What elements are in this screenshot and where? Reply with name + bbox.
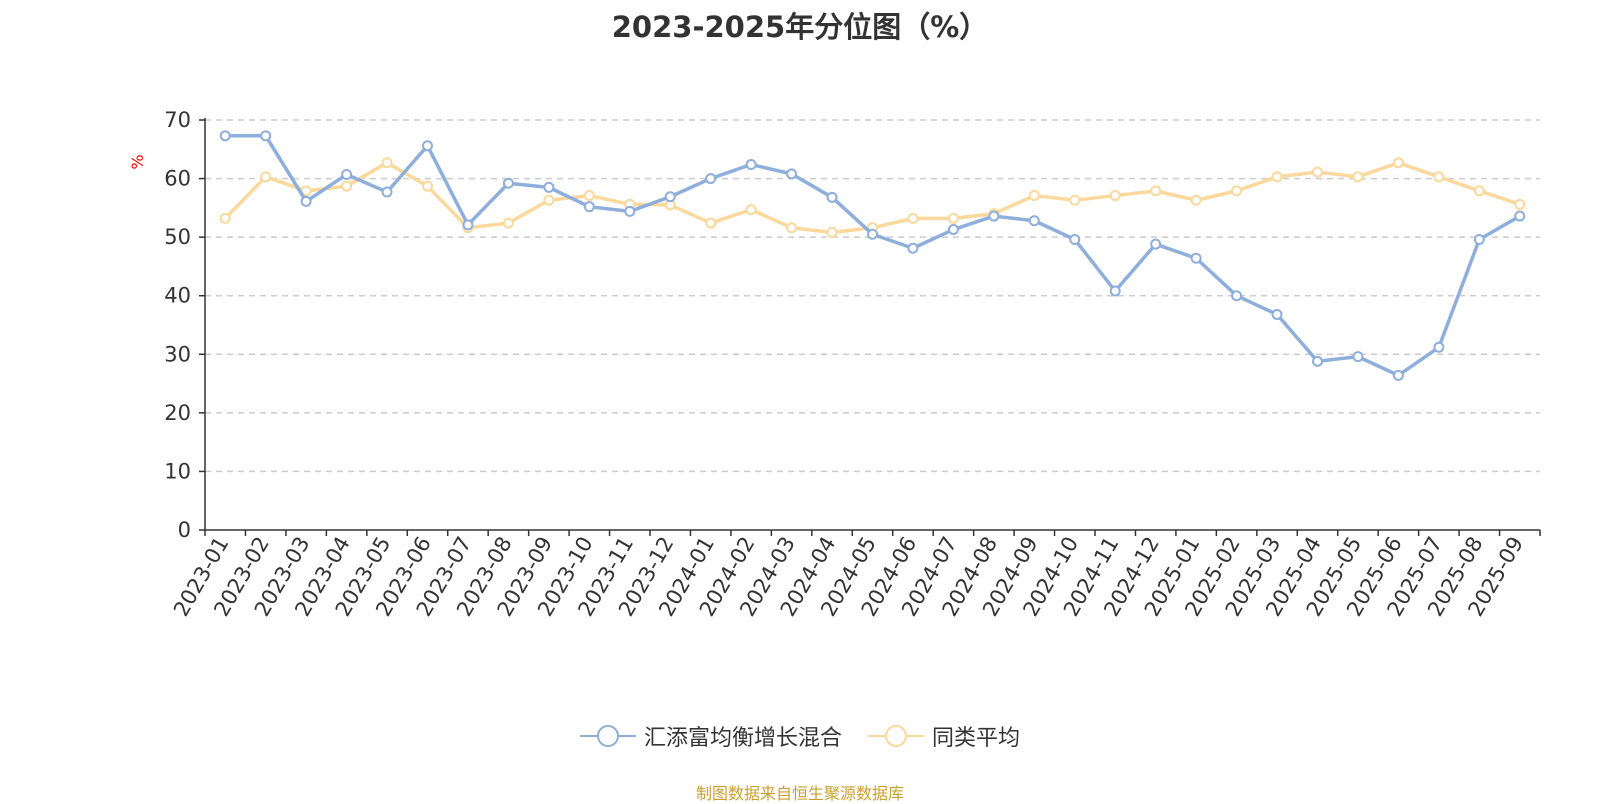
y-tick-label: 50 xyxy=(164,225,191,249)
data-point[interactable] xyxy=(1271,308,1283,320)
data-point[interactable] xyxy=(1109,285,1121,297)
data-point[interactable] xyxy=(1352,351,1364,363)
data-point[interactable] xyxy=(1312,355,1323,367)
data-point[interactable] xyxy=(947,224,959,236)
data-point[interactable] xyxy=(422,180,433,192)
data-point[interactable] xyxy=(583,201,595,213)
data-point[interactable] xyxy=(705,217,717,229)
data-point[interactable] xyxy=(1433,341,1445,353)
chart-title: 2023-2025年分位图（%） xyxy=(611,10,989,44)
legend-swatch-average-icon xyxy=(868,725,924,747)
data-point[interactable] xyxy=(705,173,717,185)
legend-swatch-fund-icon xyxy=(579,725,636,747)
grid-lines xyxy=(205,119,1540,473)
data-point[interactable] xyxy=(1514,210,1526,222)
data-point[interactable] xyxy=(1069,194,1081,206)
data-point[interactable] xyxy=(907,212,919,224)
data-point[interactable] xyxy=(1069,233,1081,245)
data-point[interactable] xyxy=(826,191,838,203)
series-lines xyxy=(219,130,1526,381)
legend-label-average: 同类平均 xyxy=(932,726,1021,751)
data-point[interactable] xyxy=(1473,185,1485,197)
data-point[interactable] xyxy=(219,130,231,142)
data-point[interactable] xyxy=(1514,198,1526,210)
series-line xyxy=(223,161,1521,235)
series-0 xyxy=(219,130,1526,381)
data-point[interactable] xyxy=(786,168,798,180)
series-1 xyxy=(219,157,1526,238)
y-tick-label: 40 xyxy=(164,284,191,308)
data-point[interactable] xyxy=(422,140,433,152)
data-point[interactable] xyxy=(664,191,676,203)
data-point[interactable] xyxy=(381,157,393,169)
data-point[interactable] xyxy=(341,180,353,192)
data-point[interactable] xyxy=(745,204,757,216)
data-point[interactable] xyxy=(1392,157,1404,169)
data-point[interactable] xyxy=(381,186,393,198)
data-point[interactable] xyxy=(1028,190,1040,202)
data-point[interactable] xyxy=(1150,238,1162,250)
data-point[interactable] xyxy=(1352,171,1364,183)
data-point[interactable] xyxy=(260,171,272,183)
data-point[interactable] xyxy=(1231,290,1243,302)
data-point[interactable] xyxy=(543,194,555,206)
data-point[interactable] xyxy=(219,212,231,224)
data-point[interactable] xyxy=(786,222,798,234)
data-point[interactable] xyxy=(624,205,636,217)
data-point[interactable] xyxy=(502,177,514,189)
data-point[interactable] xyxy=(1190,252,1202,264)
y-tick-label: 10 xyxy=(164,459,191,483)
y-tick-label: 60 xyxy=(164,167,191,191)
data-point[interactable] xyxy=(1473,233,1485,245)
data-point[interactable] xyxy=(583,190,595,202)
data-point[interactable] xyxy=(988,210,1000,222)
data-point[interactable] xyxy=(1028,215,1040,227)
data-point[interactable] xyxy=(1190,194,1202,206)
y-tick-label: 30 xyxy=(164,342,191,366)
legend-item-fund[interactable]: 汇添富均衡增长混合 xyxy=(579,720,842,752)
data-point[interactable] xyxy=(1150,185,1162,197)
y-tick-label: 20 xyxy=(164,401,191,425)
data-point[interactable] xyxy=(300,195,312,207)
y-axis-label: % xyxy=(128,154,147,169)
data-point[interactable] xyxy=(1433,171,1445,183)
legend: 汇添富均衡增长混合 同类平均 xyxy=(0,720,1600,752)
data-point[interactable] xyxy=(826,226,838,238)
data-point[interactable] xyxy=(341,168,353,180)
data-point[interactable] xyxy=(502,217,514,229)
y-tick-label: 0 xyxy=(178,518,191,542)
data-point[interactable] xyxy=(745,159,757,171)
y-tick-label: 70 xyxy=(164,108,191,132)
data-point[interactable] xyxy=(462,219,474,231)
data-point[interactable] xyxy=(1231,185,1243,197)
data-point[interactable] xyxy=(1109,190,1121,202)
data-point[interactable] xyxy=(907,242,919,254)
data-point[interactable] xyxy=(1392,369,1404,381)
data-point[interactable] xyxy=(260,130,272,142)
data-point[interactable] xyxy=(867,228,878,240)
data-point[interactable] xyxy=(947,212,959,224)
data-point[interactable] xyxy=(543,181,555,193)
legend-item-average[interactable]: 同类平均 xyxy=(868,720,1020,752)
data-point[interactable] xyxy=(1312,166,1323,178)
data-point[interactable] xyxy=(1271,171,1283,183)
legend-label-fund: 汇添富均衡增长混合 xyxy=(643,726,842,751)
source-note: 制图数据来自恒生聚源数据库 xyxy=(695,784,904,803)
